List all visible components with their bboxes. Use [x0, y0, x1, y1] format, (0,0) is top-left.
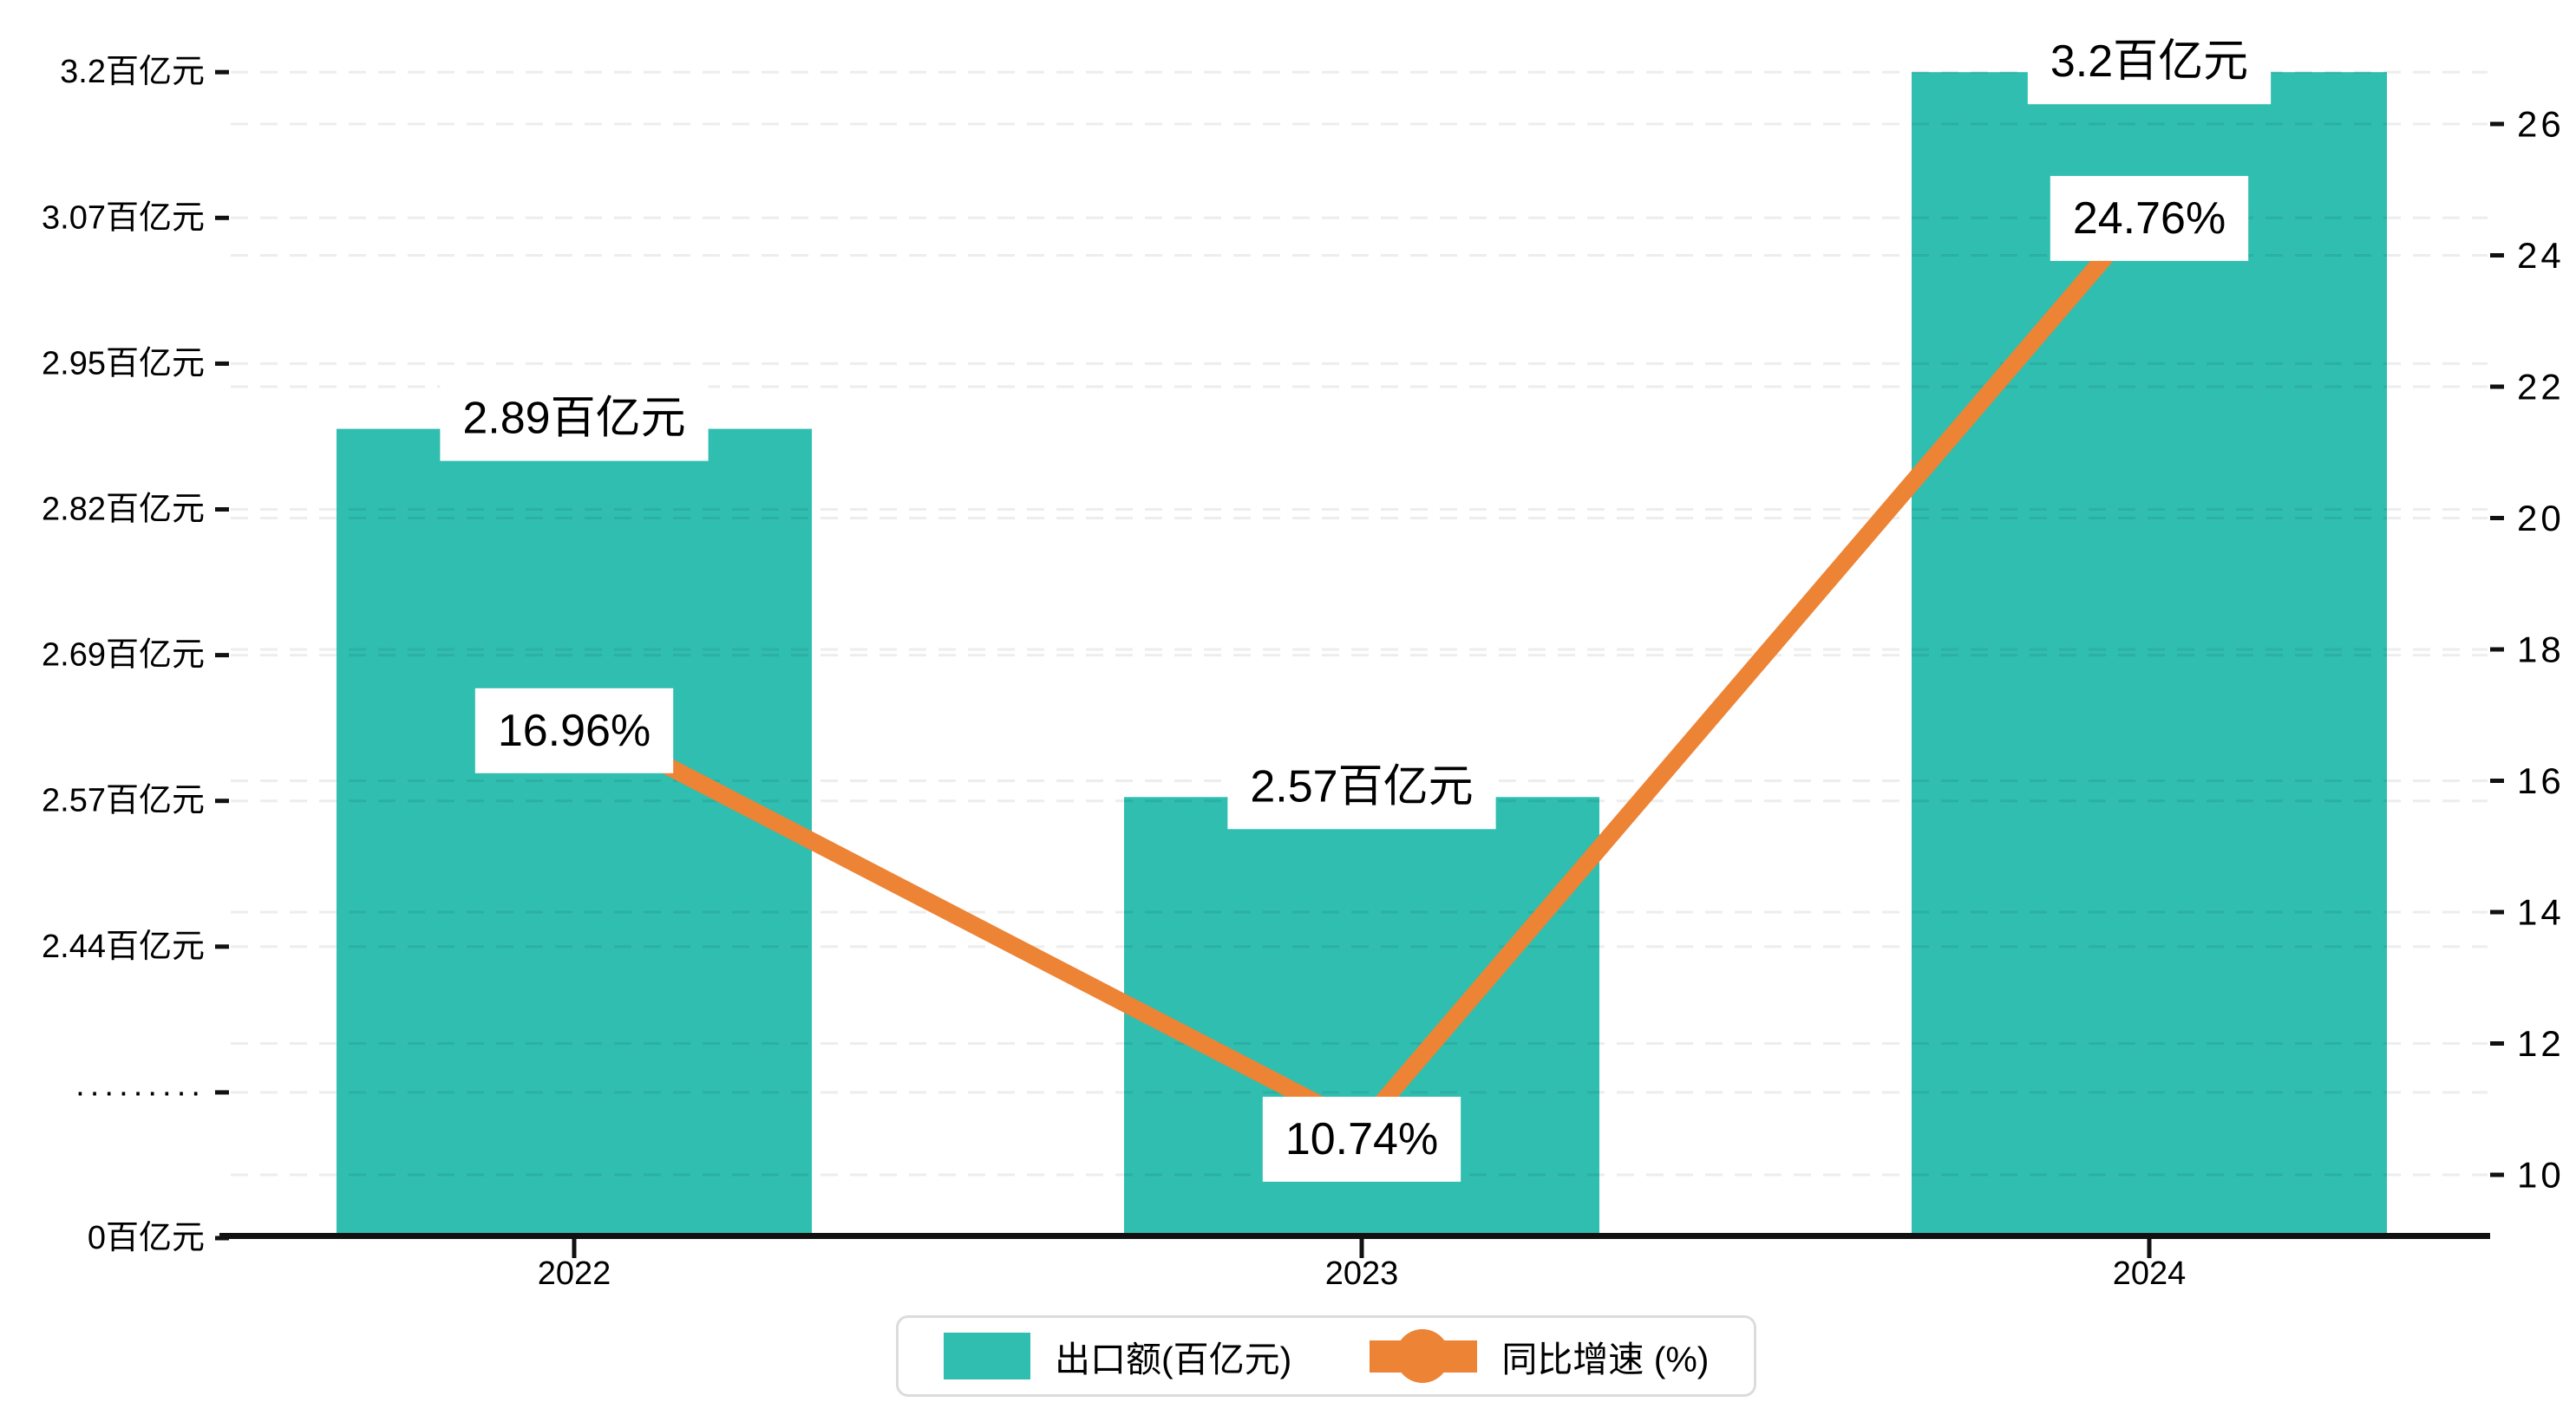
- left-axis-tick: [215, 69, 229, 75]
- x-axis-tick: [572, 1239, 577, 1258]
- left-axis-tick: [215, 361, 229, 366]
- x-axis-tick-label-2023: 2023: [1325, 1255, 1399, 1292]
- bar-value-label-2023-bg: [1227, 744, 1496, 830]
- growth-value-label-2023-text: 10.74%: [1285, 1114, 1438, 1164]
- right-axis-tick: [2490, 1041, 2504, 1046]
- left-axis-tick: [215, 799, 229, 804]
- right-axis-tick-label: 10: [2517, 1155, 2565, 1196]
- legend-label-export: 出口额(百亿元): [1055, 1340, 1292, 1379]
- legend: 出口额(百亿元) 同比增速 (%): [896, 1315, 1757, 1397]
- right-axis-tick: [2490, 779, 2504, 783]
- x-axis-line: [219, 1233, 2490, 1239]
- growth-value-label-2023-bg: [1262, 1096, 1461, 1182]
- left-axis-tick-label: 2.44百亿元: [42, 929, 205, 965]
- right-axis-tick: [2490, 384, 2504, 389]
- left-axis-tick-label: 2.82百亿元: [42, 492, 205, 528]
- bar-value-label-2024-text: 3.2百亿元: [2050, 36, 2248, 87]
- left-axis-tick-label: 2.57百亿元: [42, 783, 205, 819]
- bar-value-label-2023: 2.57百亿元: [1227, 744, 1496, 830]
- left-axis-tick: [215, 215, 229, 220]
- left-axis-tick: [215, 944, 229, 949]
- right-axis-tick-label: 18: [2517, 629, 2565, 670]
- right-axis-tick-label: 24: [2517, 235, 2565, 276]
- right-axis-tick-label: 20: [2517, 498, 2565, 538]
- x-axis-tick-label-2022: 2022: [538, 1255, 611, 1292]
- left-axis-tick: [215, 507, 229, 512]
- left-axis-tick: [215, 1236, 229, 1241]
- right-axis-tick-label: 14: [2517, 892, 2565, 933]
- left-axis-tick-label: 2.69百亿元: [42, 637, 205, 674]
- right-axis-tick-label: 12: [2517, 1023, 2565, 1064]
- left-axis-tick: [215, 1090, 229, 1095]
- right-axis-tick-label: 26: [2517, 104, 2565, 145]
- bar-series: [337, 72, 2387, 1234]
- bar-value-label-2024: 3.2百亿元: [2027, 19, 2272, 105]
- line-dot-series-swatch-icon: [1370, 1328, 1478, 1384]
- line-marker-dot-icon: [1396, 1329, 1450, 1383]
- bar-value-label-2023-text: 2.57百亿元: [1250, 761, 1473, 812]
- bar-value-label-2022: 2.89百亿元: [440, 375, 709, 461]
- bar-value-label-2022-text: 2.89百亿元: [462, 394, 685, 444]
- bar-2024: [1912, 72, 2387, 1234]
- left-axis-tick-label: 0百亿元: [88, 1220, 205, 1256]
- legend-item-export-bar[interactable]: 出口额(百亿元): [944, 1330, 1291, 1382]
- right-axis-tick: [2490, 910, 2504, 915]
- growth-value-label-2024-bg: [2050, 175, 2249, 261]
- right-axis-tick: [2490, 1172, 2504, 1177]
- left-axis-break-label: ·········: [75, 1074, 205, 1111]
- x-axis-tick-label-2024: 2024: [2113, 1255, 2187, 1292]
- left-axis-tick-label: 3.2百亿元: [60, 54, 205, 90]
- right-axis-tick: [2490, 647, 2504, 652]
- bar-value-label-2022-bg: [440, 375, 709, 461]
- bar-value-label-2024-bg: [2027, 19, 2272, 105]
- left-axis-tick-label: 2.95百亿元: [42, 345, 205, 381]
- growth-value-label-2022: 16.96%: [474, 688, 674, 773]
- right-axis-tick: [2490, 516, 2504, 520]
- left-axis-tick: [215, 653, 229, 658]
- bar-2022: [337, 428, 812, 1233]
- growth-value-label-2023: 10.74%: [1262, 1096, 1461, 1182]
- right-axis-tick-label: 16: [2517, 760, 2565, 801]
- right-axis-tick: [2490, 121, 2504, 127]
- growth-value-label-2022-bg: [474, 688, 674, 773]
- x-axis-tick: [2147, 1239, 2152, 1258]
- legend-item-growth-line[interactable]: 同比增速 (%): [1370, 1328, 1709, 1384]
- legend-label-growth: 同比增速 (%): [1501, 1340, 1710, 1379]
- growth-value-label-2022-text: 16.96%: [498, 706, 651, 756]
- growth-value-label-2024-text: 24.76%: [2073, 193, 2226, 244]
- right-axis-tick: [2490, 253, 2504, 258]
- x-axis-tick: [1359, 1239, 1364, 1258]
- right-axis-tick-label: 22: [2517, 367, 2565, 408]
- growth-value-label-2024: 24.76%: [2050, 175, 2249, 261]
- bar-series-swatch-icon: [944, 1333, 1030, 1379]
- left-axis-tick-label: 3.07百亿元: [42, 199, 205, 236]
